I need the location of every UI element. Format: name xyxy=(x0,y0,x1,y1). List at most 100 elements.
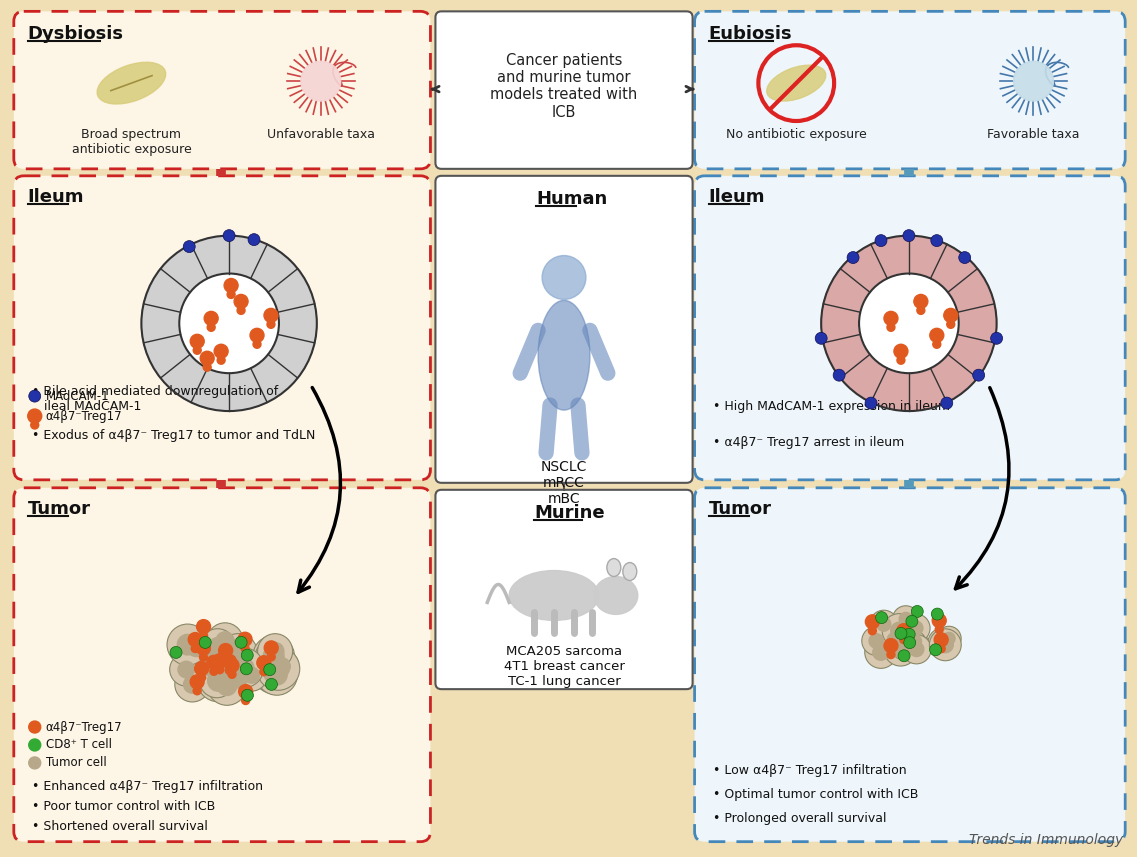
Circle shape xyxy=(252,651,296,694)
Circle shape xyxy=(897,357,905,364)
Circle shape xyxy=(972,369,985,381)
Circle shape xyxy=(219,656,252,687)
Circle shape xyxy=(930,328,944,342)
Circle shape xyxy=(903,631,926,654)
Circle shape xyxy=(893,641,908,657)
Circle shape xyxy=(223,655,236,668)
Circle shape xyxy=(204,363,211,371)
Circle shape xyxy=(207,623,243,659)
Circle shape xyxy=(542,255,586,299)
Ellipse shape xyxy=(766,65,825,101)
Circle shape xyxy=(264,641,279,655)
FancyBboxPatch shape xyxy=(695,176,1126,480)
Circle shape xyxy=(890,633,918,660)
Circle shape xyxy=(897,624,911,638)
Circle shape xyxy=(208,671,225,689)
Circle shape xyxy=(875,612,888,624)
Circle shape xyxy=(264,662,285,683)
Circle shape xyxy=(208,670,229,692)
Circle shape xyxy=(248,234,260,246)
Circle shape xyxy=(847,252,860,264)
Circle shape xyxy=(199,637,211,649)
Circle shape xyxy=(207,323,215,332)
Circle shape xyxy=(895,627,907,639)
Circle shape xyxy=(229,670,236,679)
Circle shape xyxy=(213,667,233,687)
Ellipse shape xyxy=(607,559,621,577)
Text: • High MAdCAM-1 expression in ileum: • High MAdCAM-1 expression in ileum xyxy=(713,400,949,413)
Text: • Poor tumor control with ICB: • Poor tumor control with ICB xyxy=(32,800,215,812)
Circle shape xyxy=(883,638,898,652)
Circle shape xyxy=(218,644,233,657)
Circle shape xyxy=(266,664,288,685)
Text: Dysbiosis: Dysbiosis xyxy=(27,26,124,44)
Circle shape xyxy=(229,663,244,680)
Circle shape xyxy=(225,667,233,674)
Circle shape xyxy=(224,648,264,687)
Circle shape xyxy=(265,649,299,684)
Circle shape xyxy=(31,421,39,429)
Text: • Exodus of α4β7⁻ Treg17 to tumor and TdLN: • Exodus of α4β7⁻ Treg17 to tumor and Td… xyxy=(32,429,315,442)
Circle shape xyxy=(196,636,236,676)
FancyBboxPatch shape xyxy=(435,11,692,169)
Circle shape xyxy=(815,333,827,345)
Text: MCA205 sarcoma
4T1 breast cancer
TC-1 lung cancer: MCA205 sarcoma 4T1 breast cancer TC-1 lu… xyxy=(504,645,624,688)
Circle shape xyxy=(243,668,259,683)
Text: Broad spectrum
antibiotic exposure: Broad spectrum antibiotic exposure xyxy=(72,128,191,156)
Circle shape xyxy=(241,689,254,701)
Circle shape xyxy=(873,644,889,660)
Circle shape xyxy=(183,675,201,693)
Circle shape xyxy=(929,629,961,661)
Circle shape xyxy=(908,621,923,635)
Circle shape xyxy=(833,369,845,381)
Circle shape xyxy=(898,650,910,662)
Circle shape xyxy=(199,653,207,661)
Circle shape xyxy=(28,739,41,751)
Circle shape xyxy=(865,614,879,629)
Circle shape xyxy=(205,651,221,667)
Circle shape xyxy=(225,658,239,673)
Text: CD8⁺ T cell: CD8⁺ T cell xyxy=(45,739,111,752)
Text: Unfavorable taxa: Unfavorable taxa xyxy=(267,128,375,141)
Circle shape xyxy=(235,636,247,648)
Text: Tumor cell: Tumor cell xyxy=(45,757,107,770)
Circle shape xyxy=(223,230,235,242)
Circle shape xyxy=(217,675,236,695)
Circle shape xyxy=(911,605,923,617)
Circle shape xyxy=(937,644,945,653)
Circle shape xyxy=(190,674,205,689)
Circle shape xyxy=(193,346,201,354)
Text: Eubiosis: Eubiosis xyxy=(708,26,792,44)
Circle shape xyxy=(205,311,218,326)
Circle shape xyxy=(198,674,206,681)
Circle shape xyxy=(190,334,205,348)
Circle shape xyxy=(234,658,254,678)
Circle shape xyxy=(199,638,241,680)
Circle shape xyxy=(241,644,249,652)
Text: • Low α4β7⁻ Treg17 infiltration: • Low α4β7⁻ Treg17 infiltration xyxy=(713,764,906,777)
Text: Murine: Murine xyxy=(534,504,605,522)
Circle shape xyxy=(860,273,958,373)
Circle shape xyxy=(875,235,887,247)
Circle shape xyxy=(897,640,911,653)
Circle shape xyxy=(207,656,221,669)
Circle shape xyxy=(887,650,895,658)
Circle shape xyxy=(232,673,247,688)
Circle shape xyxy=(862,626,890,656)
Circle shape xyxy=(931,235,943,247)
Circle shape xyxy=(194,662,208,675)
Circle shape xyxy=(171,646,182,658)
Text: • Optimal tumor control with ICB: • Optimal tumor control with ICB xyxy=(713,788,918,800)
Circle shape xyxy=(241,650,254,661)
Circle shape xyxy=(224,279,238,292)
Circle shape xyxy=(206,646,226,667)
Circle shape xyxy=(227,291,235,298)
Circle shape xyxy=(183,241,196,253)
Circle shape xyxy=(896,626,908,639)
Circle shape xyxy=(889,620,915,645)
Circle shape xyxy=(254,340,262,348)
Circle shape xyxy=(902,635,931,664)
Circle shape xyxy=(883,311,898,326)
Circle shape xyxy=(264,649,281,666)
Circle shape xyxy=(903,628,915,640)
